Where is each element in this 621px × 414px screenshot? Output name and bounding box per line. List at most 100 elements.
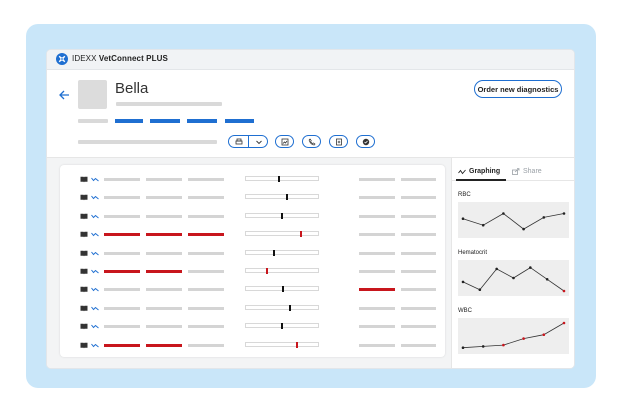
graph-label: RBC <box>458 192 471 198</box>
reference-range-bar <box>245 304 319 311</box>
trend-icon[interactable] <box>91 251 99 256</box>
value-cell <box>359 214 395 218</box>
trend-icon[interactable] <box>91 343 99 348</box>
table-row[interactable] <box>60 212 445 223</box>
value-cell <box>188 196 224 200</box>
trend-icon[interactable] <box>91 232 99 237</box>
value-cell <box>104 214 140 218</box>
graphing-panel: Graphing Share RBC Hematocrit WBC <box>451 158 574 368</box>
table-row[interactable] <box>60 176 445 186</box>
range-marker <box>285 194 288 201</box>
info-link-4[interactable] <box>225 119 254 123</box>
data-point <box>461 280 465 284</box>
data-point <box>461 346 465 349</box>
value-cell <box>146 178 182 181</box>
data-point <box>502 212 505 215</box>
flagged-value-cell <box>359 288 395 292</box>
data-point <box>495 267 498 271</box>
value-cell <box>188 343 224 347</box>
call-button[interactable] <box>302 135 321 148</box>
flagged-value-cell <box>146 343 182 347</box>
book-icon[interactable] <box>80 250 88 257</box>
book-icon[interactable] <box>80 323 88 330</box>
header-divider <box>47 157 574 158</box>
reference-range-bar <box>245 323 319 330</box>
book-icon[interactable] <box>80 231 88 238</box>
results-table <box>60 165 445 357</box>
range-marker <box>273 249 276 256</box>
value-cell <box>359 325 395 329</box>
print-split-button[interactable] <box>228 135 268 148</box>
table-row[interactable] <box>60 341 445 352</box>
range-marker <box>278 176 281 182</box>
flagged-value-cell <box>146 270 182 273</box>
book-icon[interactable] <box>80 342 88 349</box>
trend-icon[interactable] <box>91 306 99 311</box>
book-icon[interactable] <box>80 194 88 201</box>
book-icon[interactable] <box>80 213 88 220</box>
table-row[interactable] <box>60 194 445 204</box>
value-cell <box>188 178 224 181</box>
value-cell <box>359 251 395 255</box>
tab-graphing[interactable]: Graphing <box>458 168 500 175</box>
graph-icon <box>458 169 466 174</box>
data-point <box>522 227 525 231</box>
brand-name: VetConnect PLUS <box>98 54 168 63</box>
info-link-1[interactable] <box>115 119 143 123</box>
trend-icon[interactable] <box>91 287 99 292</box>
back-arrow-icon[interactable] <box>58 89 70 101</box>
tab-share[interactable]: Share <box>512 168 542 175</box>
reference-range-bar <box>245 194 319 201</box>
book-icon[interactable] <box>80 286 88 293</box>
value-cell <box>104 178 140 181</box>
reference-range-bar <box>245 231 319 238</box>
table-row[interactable] <box>60 304 445 315</box>
out-of-range-marker <box>296 341 299 348</box>
value-cell <box>359 178 395 181</box>
add-document-icon <box>335 138 342 145</box>
table-row[interactable] <box>60 249 445 260</box>
flagged-value-cell <box>104 270 140 273</box>
value-cell <box>401 196 436 200</box>
trend-graph[interactable] <box>458 318 569 354</box>
value-cell <box>359 306 395 310</box>
book-icon[interactable] <box>80 268 88 275</box>
trend-icon[interactable] <box>91 324 99 329</box>
tab-graphing-label: Graphing <box>469 168 501 175</box>
trend-graph[interactable] <box>458 260 569 296</box>
phone-icon <box>308 137 316 145</box>
order-new-diagnostics-button[interactable]: Order new diagnostics <box>474 80 562 98</box>
value-cell <box>104 306 140 310</box>
table-row[interactable] <box>60 323 445 333</box>
table-row[interactable] <box>60 231 445 241</box>
trend-icon[interactable] <box>91 214 99 219</box>
info-link-2[interactable] <box>150 119 180 123</box>
flagged-data-point <box>522 337 525 340</box>
table-row[interactable] <box>60 286 445 296</box>
data-point <box>481 223 485 227</box>
trend-icon[interactable] <box>91 195 99 200</box>
reference-range-bar <box>245 212 319 219</box>
trend-graph[interactable] <box>458 202 569 238</box>
data-point <box>512 276 515 280</box>
flagged-data-point <box>502 343 505 347</box>
value-cell <box>188 288 224 292</box>
value-cell <box>146 251 182 255</box>
print-icon <box>235 138 243 144</box>
data-point <box>529 266 532 269</box>
check-circle-icon <box>362 138 369 145</box>
add-document-button[interactable] <box>329 135 348 148</box>
trend-icon[interactable] <box>91 177 99 182</box>
patient-avatar <box>78 80 107 109</box>
table-row[interactable] <box>60 268 445 278</box>
data-point <box>562 212 566 215</box>
patient-name: Bella <box>115 80 149 97</box>
info-link-3[interactable] <box>187 119 217 123</box>
book-icon[interactable] <box>80 176 88 183</box>
trend-icon[interactable] <box>91 269 99 274</box>
complete-button[interactable] <box>356 135 375 148</box>
book-icon[interactable] <box>80 305 88 312</box>
value-cell <box>359 343 395 347</box>
value-cell <box>188 251 224 255</box>
chart-button[interactable] <box>275 135 294 148</box>
